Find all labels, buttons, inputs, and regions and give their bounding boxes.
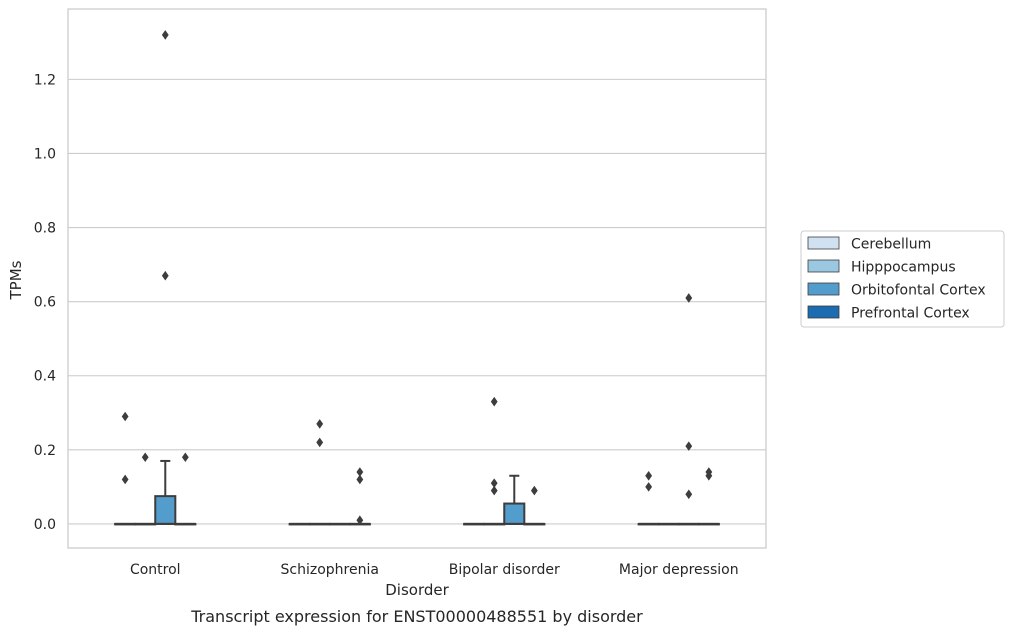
- box-1-3: [657, 522, 680, 526]
- boxes: [114, 459, 720, 526]
- outlier-point: [316, 437, 324, 448]
- outlier-point: [685, 293, 693, 303]
- outlier-point: [530, 485, 538, 496]
- legend-swatch: [807, 305, 840, 319]
- y-tick-label: 1.0: [34, 146, 56, 162]
- box-2-0: [154, 459, 177, 525]
- outlier-point: [705, 467, 713, 477]
- plot-frame: [67, 8, 767, 549]
- y-tick-label: 0.0: [34, 517, 56, 533]
- x-tick-label: Schizophrenia: [281, 562, 379, 578]
- legend-swatch: [807, 236, 840, 250]
- outlier-point: [356, 474, 364, 485]
- box-2-1: [328, 522, 351, 526]
- box-1-0: [134, 522, 157, 526]
- legend: Cerebellum Hipppocampus Orbitofontal Corte…: [800, 230, 1005, 328]
- y-tick-label: 0.2: [34, 443, 56, 459]
- box-0-2: [463, 522, 486, 526]
- x-tick-labels: Control Schizophrenia Bipolar disorder Majo…: [130, 562, 739, 578]
- box-body: [503, 502, 526, 525]
- outlier-point: [161, 270, 169, 281]
- y-tick-label: 0.8: [34, 221, 56, 237]
- box-0-1: [288, 522, 311, 526]
- box-2-3: [677, 522, 700, 526]
- outlier-point: [121, 411, 129, 422]
- outlier-point: [121, 474, 129, 485]
- x-tick-label: Major depression: [619, 562, 739, 578]
- x-tick-label: Bipolar disorder: [449, 562, 560, 578]
- box-body: [154, 495, 177, 525]
- box-3-2: [523, 522, 546, 526]
- outlier-point: [490, 485, 498, 496]
- legend-swatch: [807, 259, 840, 273]
- outlier-point: [141, 452, 149, 463]
- outlier-point: [161, 30, 169, 40]
- y-tick-label: 0.4: [34, 369, 56, 385]
- y-axis-title: TPMs: [7, 260, 25, 300]
- box-1-2: [483, 522, 506, 526]
- box-3-3: [697, 522, 720, 526]
- outlier-point: [645, 482, 653, 492]
- y-tick-labels: 0.0 0.2 0.4 0.6 0.8 1.0 1.2: [34, 72, 56, 533]
- x-tick-label: Control: [130, 562, 181, 578]
- legend-label: Prefrontal Cortex: [851, 306, 970, 322]
- outlier-point: [316, 419, 324, 429]
- grid-lines: [68, 78, 766, 525]
- legend-label: Orbitofontal Cortex: [851, 283, 986, 299]
- legend-swatch: [807, 282, 840, 296]
- outliers: [121, 30, 713, 526]
- outlier-point: [685, 441, 693, 451]
- box-3-0: [174, 522, 197, 526]
- outlier-point: [685, 489, 693, 500]
- y-tick-label: 1.2: [34, 72, 56, 88]
- outlier-point: [490, 396, 498, 407]
- outlier-point: [181, 452, 189, 463]
- y-tick-label: 0.6: [34, 295, 56, 311]
- chart-caption: Transcript expression for ENST0000048855…: [190, 607, 643, 626]
- box-0-3: [637, 522, 660, 526]
- outlier-point: [356, 467, 364, 477]
- x-axis-title: Disorder: [385, 581, 449, 599]
- box-1-1: [308, 522, 331, 526]
- outlier-point: [490, 478, 498, 488]
- outlier-point: [645, 470, 653, 481]
- legend-frame: [800, 230, 1005, 328]
- box-0-0: [114, 522, 137, 526]
- box-2-2: [503, 474, 526, 525]
- legend-label: Cerebellum: [851, 237, 931, 253]
- legend-label: Hipppocampus: [851, 260, 956, 276]
- outlier-point: [356, 515, 364, 526]
